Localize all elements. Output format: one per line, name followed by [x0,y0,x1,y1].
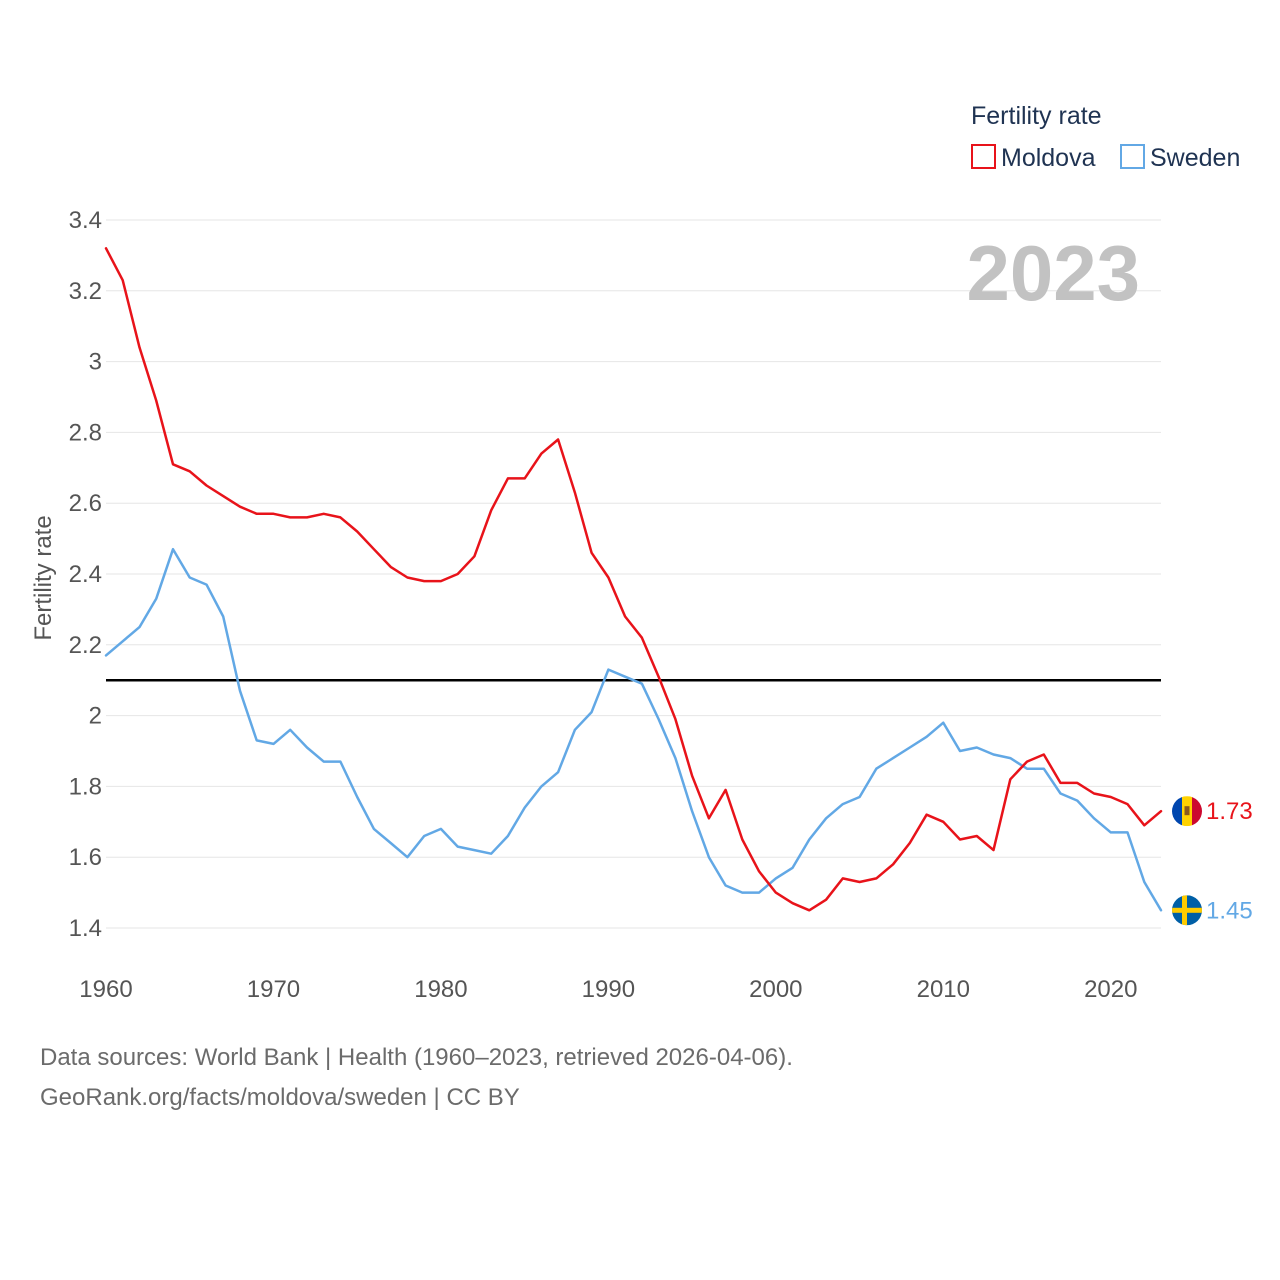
x-tick-label: 1960 [79,976,132,1003]
flag-stripe-blue [1172,796,1182,827]
flag-body [1172,796,1202,827]
y-tick-label: 2 [89,703,102,730]
legend-label-sweden: Sweden [1150,144,1240,172]
y-tick-label: 3.2 [69,278,102,305]
legend-label-moldova: Moldova [1001,144,1096,172]
grid-lines [106,219,1161,929]
y-axis-title: Fertility rate [30,515,57,640]
x-tick-label: 1970 [247,976,300,1003]
legend-item-moldova[interactable]: Moldova [971,144,1096,172]
y-tick-label: 1.6 [69,844,102,871]
legend-item-sweden[interactable]: Sweden [1120,144,1240,172]
year-label: 2023 [966,229,1140,317]
end-value-label-sweden: 1.45 [1206,897,1253,924]
moldova-flag-icon [1172,796,1202,827]
x-tick-label: 1980 [414,976,467,1003]
y-tick-label: 1.8 [69,773,102,800]
y-tick-label: 2.8 [69,419,102,446]
legend: Fertility rate Moldova Sweden [971,102,1240,172]
series-end-markers: 1.73 1.45 [1172,796,1253,926]
legend-title: Fertility rate [971,102,1102,130]
fertility-rate-chart: 1.41.61.822.22.42.62.833.23.4 1960 1970 19… [30,102,1253,1003]
attribution-text: GeoRank.org/facts/moldova/sweden | CC BY [40,1084,520,1111]
x-tick-label: 1990 [582,976,635,1003]
y-tick-label: 2.6 [69,490,102,517]
series-line-sweden[interactable] [104,547,1163,912]
y-tick-label: 2.4 [69,561,102,588]
data-source-text: Data sources: World Bank | Health (1960–… [40,1044,793,1071]
flag-cross-vertical [1182,895,1187,926]
y-tick-label: 1.4 [69,915,102,942]
x-tick-label: 2000 [749,976,802,1003]
end-value-label-moldova: 1.73 [1206,798,1253,825]
x-tick-label: 2010 [917,976,970,1003]
y-tick-label: 3 [89,349,102,376]
y-tick-label: 3.4 [69,207,102,234]
legend-swatch-moldova [971,144,996,169]
sweden-flag-icon [1172,895,1202,926]
legend-swatch-sweden [1120,144,1145,169]
flag-emblem [1184,806,1190,816]
series-lines [104,247,1163,912]
y-axis-ticks: 1.4 1.6 1.8 2 2.2 2.4 2.6 2.8 3 3.2 3.4 [69,207,102,942]
flag-stripe-red [1192,796,1202,827]
x-axis-ticks: 1960 1970 1980 1990 2000 2010 2020 [79,976,1137,1003]
flag-body [1172,895,1202,926]
series-line-moldova[interactable] [104,247,1163,912]
x-tick-label: 2020 [1084,976,1137,1003]
y-tick-label: 2.2 [69,632,102,659]
